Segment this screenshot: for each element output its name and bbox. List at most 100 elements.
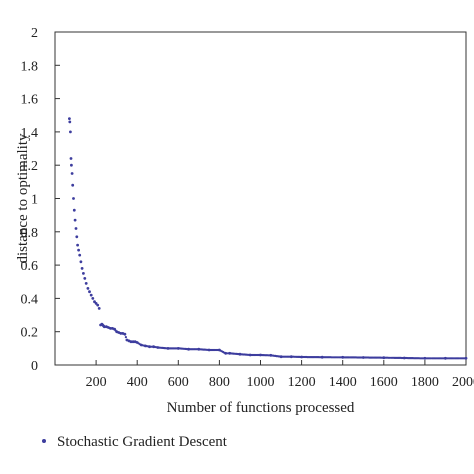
data-point	[80, 267, 84, 270]
x-tick-label: 600	[168, 375, 189, 390]
data-point	[289, 355, 292, 358]
data-point	[138, 343, 141, 346]
data-point	[70, 163, 73, 167]
data-point	[237, 353, 240, 356]
data-point	[72, 197, 75, 200]
data-point	[319, 356, 322, 359]
data-point	[196, 348, 199, 351]
data-point	[88, 290, 91, 294]
data-point	[151, 345, 154, 348]
x-axis-label: Number of functions processed	[167, 400, 355, 416]
data-point	[186, 348, 189, 351]
data-point	[402, 356, 405, 360]
data-point	[83, 277, 87, 280]
data-point	[91, 297, 95, 300]
legend: Stochastic Gradient Descent	[42, 434, 228, 450]
data-point	[120, 332, 123, 335]
plot-frame	[54, 31, 467, 366]
x-tick-label: 1600	[370, 375, 398, 390]
ticks	[55, 31, 467, 366]
data-point	[69, 157, 73, 160]
y-tick-label: 0.2	[21, 326, 39, 341]
x-tick-label: 1800	[411, 375, 439, 390]
data-point	[278, 355, 281, 358]
data-point	[248, 353, 251, 356]
data-point	[223, 351, 226, 354]
data-point	[360, 356, 364, 359]
x-tick-label: 1200	[288, 375, 316, 390]
data-point	[422, 357, 425, 360]
data-point	[71, 183, 75, 187]
data-point	[68, 117, 71, 120]
y-tick-label: 0.6	[21, 259, 39, 274]
y-tick-label: 0	[31, 359, 38, 374]
data-point	[97, 307, 101, 310]
data-point	[133, 340, 136, 343]
data-point	[112, 327, 115, 330]
data-point	[114, 329, 117, 332]
data-point	[443, 357, 446, 360]
data-point	[118, 331, 121, 334]
x-tick-label: 1000	[247, 375, 275, 390]
data-point	[227, 352, 230, 355]
data-point	[76, 243, 79, 247]
data-point	[217, 348, 220, 352]
x-tick-label: 400	[127, 375, 148, 390]
legend-label: Stochastic Gradient Descent	[57, 434, 228, 450]
x-tick-label: 800	[209, 375, 230, 390]
data-point	[72, 208, 76, 212]
data-point	[135, 341, 138, 344]
data-point	[70, 172, 74, 175]
data-point	[143, 344, 146, 347]
data-point	[299, 355, 302, 359]
y-tick-label: 0.8	[21, 226, 39, 241]
y-tick-label: 1.8	[21, 59, 39, 74]
legend-marker	[42, 439, 46, 443]
data-point	[381, 356, 384, 359]
data-point	[268, 354, 271, 357]
data-point	[78, 253, 82, 257]
y-tick-label: 1.6	[21, 93, 39, 108]
x-tick-label: 200	[86, 375, 107, 390]
data-point	[116, 331, 119, 334]
data-point	[75, 235, 79, 239]
data-point	[106, 326, 109, 329]
data-point	[74, 227, 78, 230]
data-point	[77, 248, 80, 252]
data-point	[108, 326, 111, 330]
data-point	[340, 356, 343, 359]
x-tick-label: 1400	[329, 375, 357, 390]
y-tick-label: 1.4	[21, 126, 39, 141]
y-tick-label: 2	[31, 26, 38, 41]
data-point	[128, 340, 132, 343]
data-point	[79, 260, 83, 264]
y-axis-label: distance to optimality	[15, 133, 31, 263]
data-point	[122, 332, 125, 335]
data-point	[89, 293, 93, 297]
data-points	[68, 117, 468, 360]
data-point	[131, 340, 134, 343]
data-point	[84, 282, 88, 285]
data-point	[176, 347, 179, 350]
data-point	[206, 348, 210, 351]
data-point	[82, 272, 85, 275]
data-point	[463, 357, 466, 360]
data-point	[165, 347, 168, 350]
data-point	[155, 346, 158, 349]
data-point	[96, 303, 100, 307]
data-point	[126, 339, 130, 342]
data-point	[86, 287, 90, 290]
data-point	[68, 120, 72, 124]
data-point	[258, 353, 261, 357]
y-tick-label: 1	[31, 193, 38, 208]
data-point	[124, 336, 127, 339]
data-point	[104, 325, 107, 328]
data-point	[69, 130, 72, 134]
data-point	[147, 345, 150, 348]
data-point	[110, 327, 113, 330]
y-tick-label: 1.2	[21, 159, 39, 174]
data-point	[73, 218, 77, 222]
